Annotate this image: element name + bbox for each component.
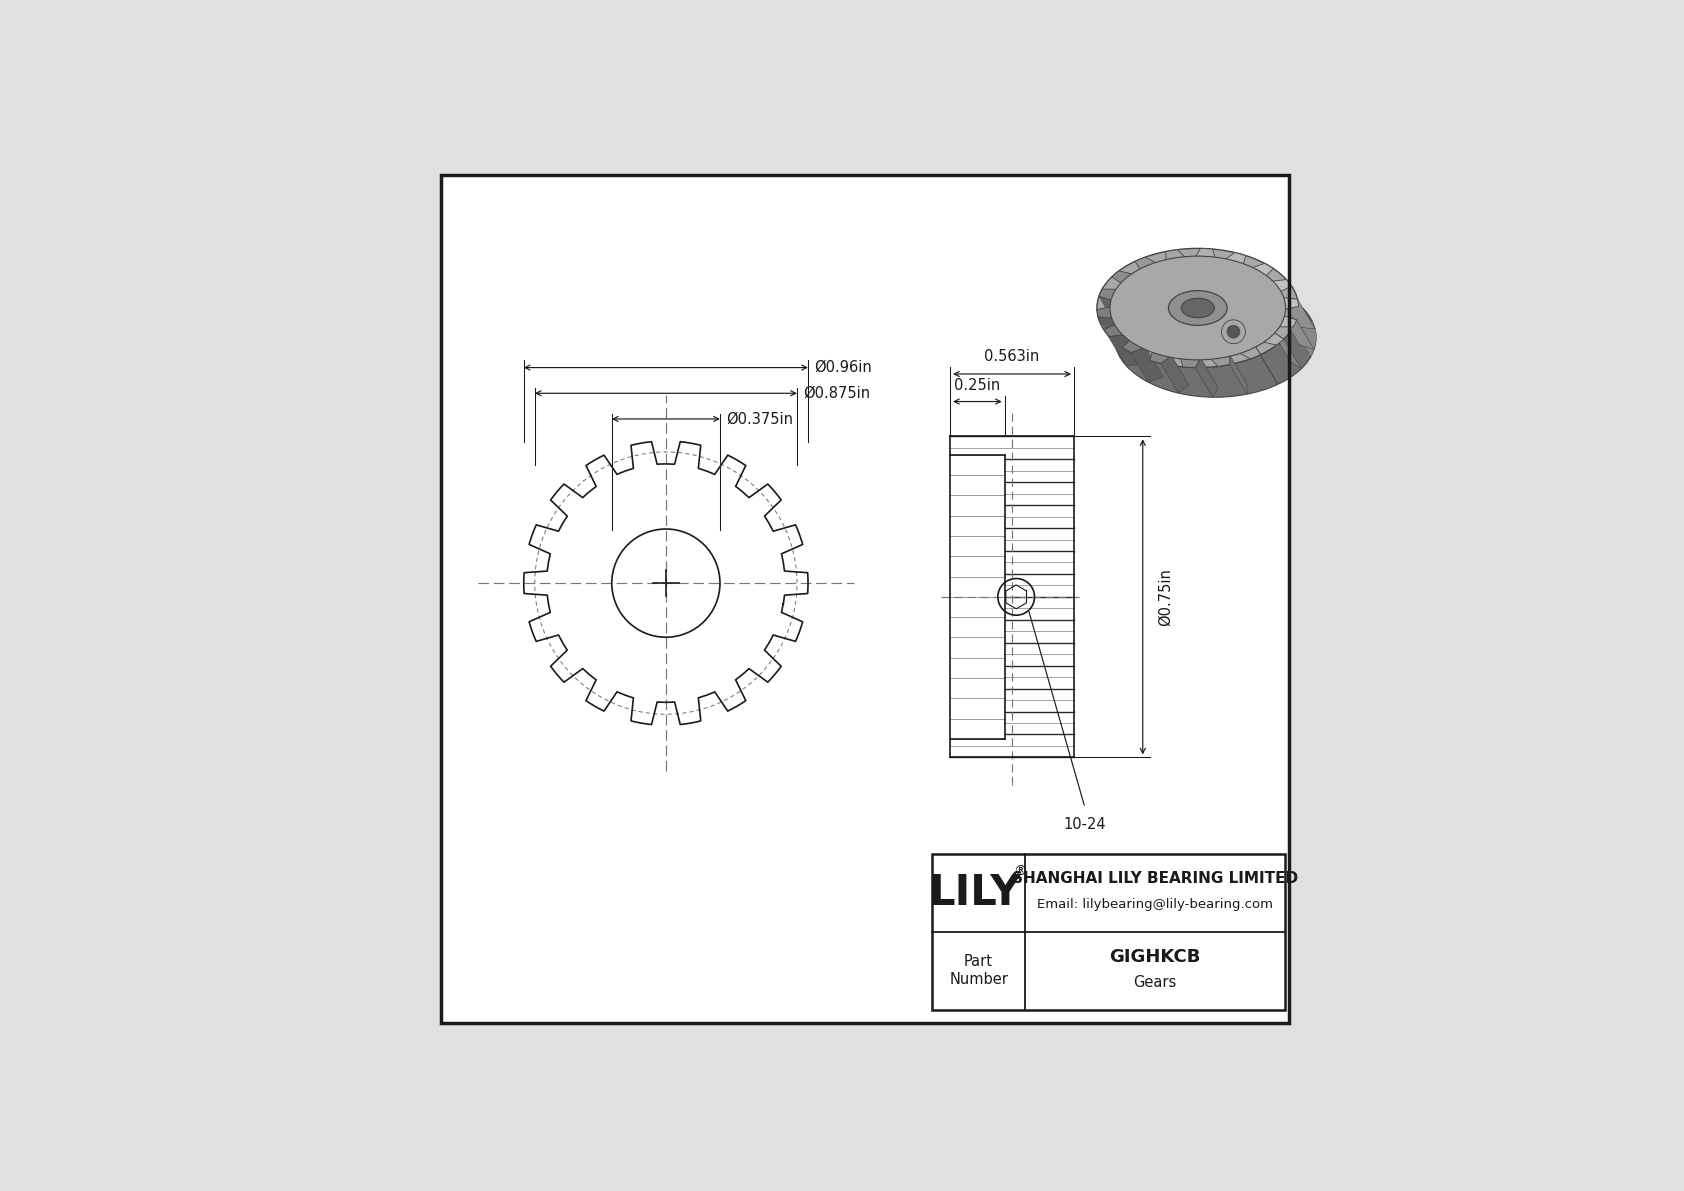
Text: Email: lilybearing@lily-bearing.com: Email: lilybearing@lily-bearing.com (1037, 898, 1273, 911)
Polygon shape (1135, 257, 1159, 270)
Polygon shape (1100, 297, 1132, 331)
Polygon shape (1229, 355, 1248, 394)
Polygon shape (1122, 338, 1145, 353)
Polygon shape (1209, 355, 1229, 367)
Polygon shape (1280, 298, 1298, 310)
Ellipse shape (1180, 298, 1214, 318)
Text: Part
Number: Part Number (950, 954, 1009, 987)
Polygon shape (1238, 345, 1261, 358)
Polygon shape (1196, 249, 1216, 258)
Ellipse shape (1115, 278, 1317, 398)
Polygon shape (1110, 335, 1143, 366)
Text: 0.563in: 0.563in (985, 349, 1039, 364)
Ellipse shape (1110, 256, 1285, 360)
Polygon shape (1111, 270, 1135, 285)
Polygon shape (1105, 324, 1127, 336)
Polygon shape (1160, 356, 1189, 393)
Circle shape (1228, 325, 1239, 338)
Polygon shape (1165, 250, 1186, 262)
Text: Gears: Gears (1133, 975, 1177, 990)
Text: Ø0.375in: Ø0.375in (726, 411, 793, 426)
Ellipse shape (1096, 249, 1298, 368)
Text: 10-24: 10-24 (1064, 817, 1106, 833)
Ellipse shape (1169, 291, 1228, 325)
Bar (950, 455, 1005, 738)
Polygon shape (1100, 289, 1120, 301)
Text: Ø0.96in: Ø0.96in (815, 360, 872, 375)
Polygon shape (1273, 331, 1302, 369)
Text: SHANGHAI LILY BEARING LIMITED: SHANGHAI LILY BEARING LIMITED (1012, 872, 1298, 886)
Text: Ø0.875in: Ø0.875in (803, 386, 871, 401)
Polygon shape (1280, 298, 1315, 329)
Polygon shape (1096, 306, 1115, 318)
Bar (931, 854, 1285, 1010)
Polygon shape (1096, 293, 1317, 356)
Polygon shape (1196, 358, 1218, 398)
Text: Ø0.75in: Ø0.75in (1157, 568, 1172, 625)
Polygon shape (1098, 317, 1132, 348)
Bar (950, 436, 1074, 757)
Text: 0.25in: 0.25in (955, 379, 1000, 393)
Polygon shape (1224, 252, 1246, 266)
Polygon shape (1150, 350, 1172, 363)
Polygon shape (1255, 345, 1278, 385)
Text: ®: ® (1014, 865, 1027, 879)
Polygon shape (1261, 331, 1283, 345)
Text: LILY: LILY (928, 872, 1021, 913)
Polygon shape (1270, 280, 1292, 293)
Polygon shape (1180, 357, 1201, 368)
Polygon shape (1282, 314, 1314, 349)
Polygon shape (1132, 348, 1164, 382)
Polygon shape (1276, 314, 1297, 326)
Polygon shape (1250, 263, 1273, 278)
Text: GIGHKCB: GIGHKCB (1110, 948, 1201, 966)
